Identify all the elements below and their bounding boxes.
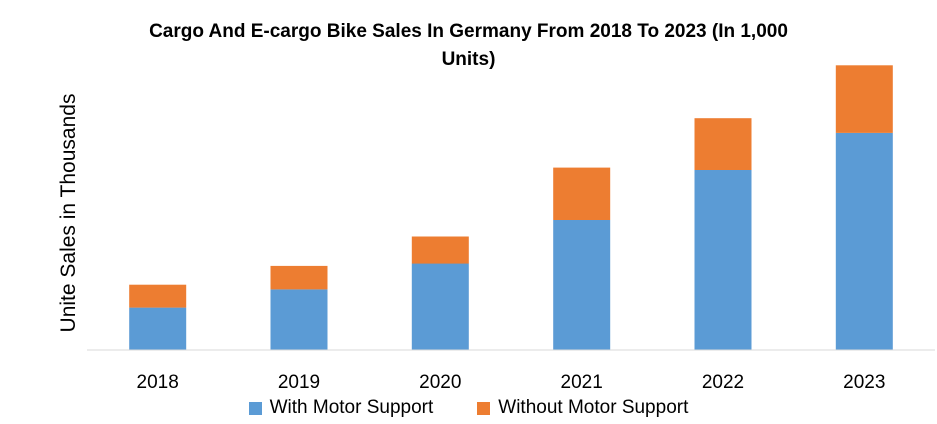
- legend-item-with-motor: With Motor Support: [248, 396, 434, 420]
- x-tick-label-2023: 2023: [843, 372, 885, 393]
- x-tick-label-2022: 2022: [702, 372, 744, 393]
- legend-swatch-with-motor: [248, 401, 262, 415]
- chart-title-line-1: Cargo And E-cargo Bike Sales In Germany …: [149, 21, 788, 42]
- bar-with-motor-2019: [270, 289, 328, 350]
- legend: With Motor Support Without Motor Support: [0, 396, 937, 420]
- x-tick-label-2019: 2019: [278, 372, 320, 393]
- bar-without-motor-2023: [835, 65, 893, 133]
- bar-with-motor-2022: [694, 170, 752, 350]
- bar-with-motor-2023: [835, 132, 893, 350]
- bar-without-motor-2019: [270, 265, 328, 290]
- chart-title: Cargo And E-cargo Bike Sales In Germany …: [0, 18, 937, 74]
- legend-label-with-motor: With Motor Support: [269, 397, 434, 418]
- legend-label-without-motor: Without Motor Support: [498, 397, 689, 418]
- bar-without-motor-2020: [411, 236, 469, 264]
- bar-with-motor-2021: [553, 220, 611, 350]
- bar-without-motor-2021: [553, 167, 611, 220]
- x-tick-labels: 2018 2019 2020 2021 2022 2023: [137, 372, 886, 393]
- x-tick-label-2020: 2020: [419, 372, 461, 393]
- x-tick-label-2018: 2018: [137, 372, 179, 393]
- chart-title-line-2: Units): [441, 49, 496, 70]
- bar-with-motor-2020: [411, 263, 469, 350]
- bar-with-motor-2018: [129, 307, 187, 350]
- legend-item-without-motor: Without Motor Support: [477, 396, 688, 420]
- bar-without-motor-2022: [694, 118, 752, 170]
- bars-layer: [129, 65, 893, 350]
- bar-without-motor-2018: [129, 284, 187, 308]
- y-axis-title: Unite Sales in Thousands: [57, 94, 80, 333]
- x-tick-label-2021: 2021: [561, 372, 603, 393]
- legend-swatch-without-motor: [477, 401, 491, 415]
